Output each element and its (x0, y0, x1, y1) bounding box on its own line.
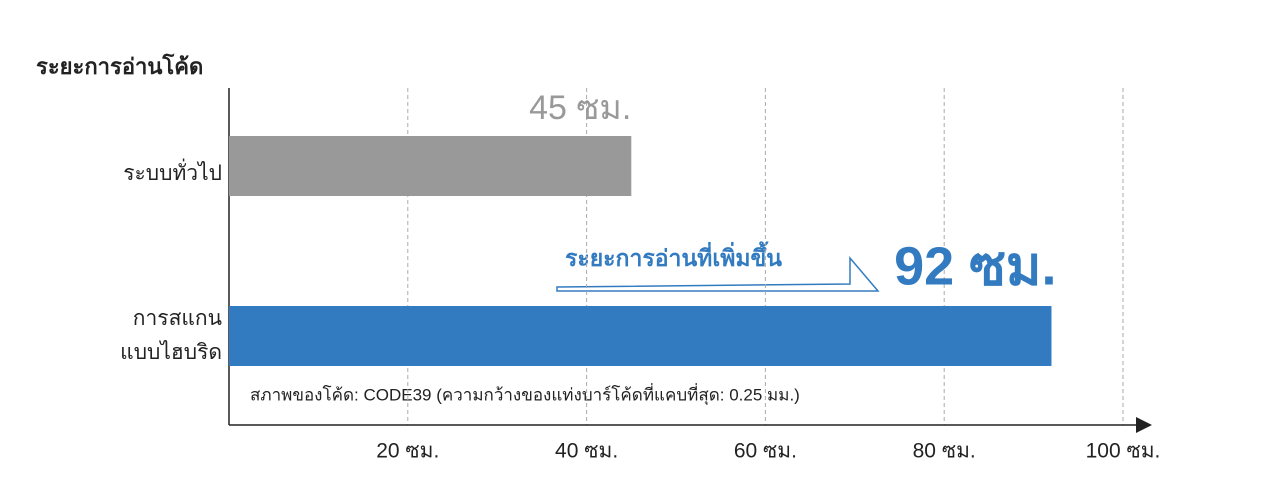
x-tick-label: 60 ซม. (734, 440, 797, 463)
category-label: ระบบทั่วไป (123, 162, 222, 185)
value-label: 45 ซม. (529, 89, 631, 127)
x-tick-label: 100 ซม. (1086, 440, 1161, 463)
x-tick-label: 40 ซม. (555, 440, 618, 463)
annotation-arrow (556, 255, 880, 292)
note: สภาพของโค้ด: CODE39 (ความกว้างของแท่งบาร… (250, 382, 800, 405)
bar (229, 136, 632, 196)
category-label: การสแกน แบบไฮบริด (120, 307, 222, 364)
bar (229, 306, 1052, 366)
x-tick-label: 20 ซม. (376, 440, 439, 463)
axis-arrow (1136, 417, 1152, 433)
x-tick-label: 80 ซม. (913, 440, 976, 463)
axis-title: ระยะการอ่านโค้ด (36, 53, 203, 79)
value-label: 92 ซม. (894, 236, 1056, 296)
annotation: ระยะการอ่านที่เพิ่มขึ้น (565, 241, 782, 271)
